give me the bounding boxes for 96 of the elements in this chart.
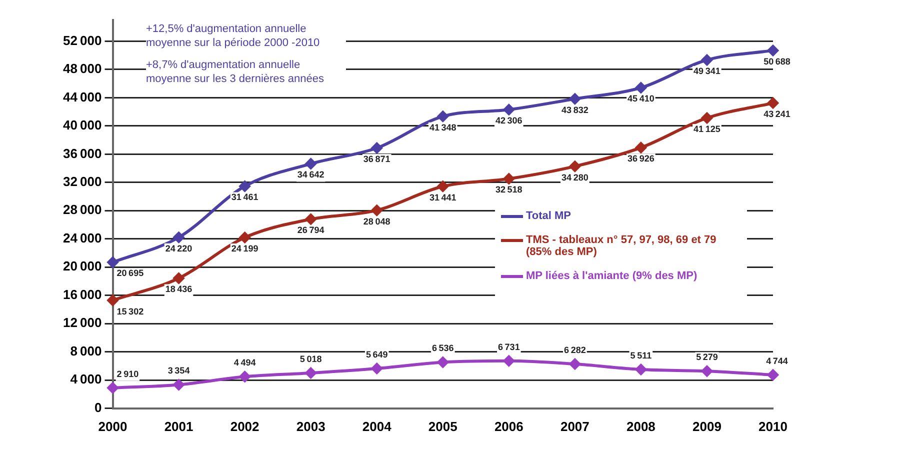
legend-label: Total MP xyxy=(526,210,572,222)
data-label: 31 441 xyxy=(429,192,456,202)
point xyxy=(239,371,250,382)
data-label: 32 518 xyxy=(495,184,522,195)
data-label: 5 511 xyxy=(630,350,652,360)
y-tick-label: 44 000 xyxy=(62,89,102,104)
x-tick-label: 2001 xyxy=(164,418,194,434)
y-tick-label: 32 000 xyxy=(62,174,102,189)
point xyxy=(173,232,184,243)
x-tick-label: 2004 xyxy=(362,418,392,434)
x-tick-label: 2002 xyxy=(230,418,260,434)
point xyxy=(503,355,514,366)
point xyxy=(239,180,250,192)
point xyxy=(437,110,448,122)
point xyxy=(503,104,514,116)
point xyxy=(635,82,646,94)
point xyxy=(569,93,580,104)
legend-label: MP liées à l'amiante (9% des MP) xyxy=(526,270,698,282)
x-tick-label: 2000 xyxy=(98,418,128,434)
point xyxy=(768,369,778,380)
y-tick-label: 20 000 xyxy=(62,258,102,274)
y-tick-label: 8 000 xyxy=(70,343,102,358)
point xyxy=(173,379,184,390)
point xyxy=(305,214,316,225)
data-label: 5 649 xyxy=(366,349,388,360)
data-label: 4 744 xyxy=(766,356,788,366)
point xyxy=(107,382,118,394)
data-label: 3 354 xyxy=(168,366,190,376)
y-tick-label: 40 000 xyxy=(62,118,102,133)
y-tick-label: 36 000 xyxy=(62,146,102,161)
data-label: 45 410 xyxy=(628,94,654,104)
y-tick-label: 28 000 xyxy=(62,202,102,218)
data-label: 18 436 xyxy=(165,284,192,294)
point xyxy=(107,256,118,268)
point xyxy=(701,366,712,377)
point xyxy=(173,272,184,284)
y-tick-label: 4 000 xyxy=(70,372,102,387)
x-tick-label: 2010 xyxy=(758,418,788,434)
point xyxy=(437,180,448,192)
data-label: 15 302 xyxy=(116,306,144,316)
legend-label: TMS - tableaux n° 57, 97, 98, 69 et 79 (85% des MP) xyxy=(526,234,718,258)
x-tick-label: 2009 xyxy=(692,418,722,434)
data-label: 43 832 xyxy=(562,104,588,115)
data-label: 5 018 xyxy=(300,354,322,364)
data-label: 26 794 xyxy=(297,225,324,236)
data-label: 20 695 xyxy=(116,268,144,278)
point xyxy=(768,44,778,56)
data-label: 50 688 xyxy=(764,56,790,66)
x-tick-label: 2003 xyxy=(296,418,326,434)
data-label: 42 306 xyxy=(495,116,522,126)
y-tick-label: 0 xyxy=(94,400,102,415)
data-label: 24 220 xyxy=(165,243,192,254)
y-tick-label: 24 000 xyxy=(62,230,102,246)
y-tick-label: 48 000 xyxy=(62,61,102,76)
data-label: 41 125 xyxy=(694,124,720,134)
point xyxy=(239,232,250,244)
point xyxy=(371,142,382,154)
point xyxy=(503,173,514,184)
y-tick-label: 12 000 xyxy=(62,315,102,330)
point xyxy=(569,160,580,172)
data-label: 28 048 xyxy=(363,216,390,226)
data-label: 36 871 xyxy=(363,154,390,164)
point xyxy=(635,142,646,154)
point xyxy=(701,112,712,124)
point xyxy=(305,158,316,170)
point xyxy=(305,367,316,378)
point xyxy=(371,204,382,216)
x-tick-label: 2007 xyxy=(560,418,590,434)
point xyxy=(371,363,382,374)
data-label: 49 341 xyxy=(694,66,720,76)
y-tick-label: 52 000 xyxy=(62,32,102,48)
data-label: 24 199 xyxy=(231,243,258,254)
annotation: +8,7% d'augmentation annuelle moyenne sur les 3 dernières années xyxy=(146,58,346,86)
data-label: 36 926 xyxy=(628,154,654,164)
annotation: +12,5% d'augmentation annuelle moyenne sur la période 2000 -2010 xyxy=(146,22,346,50)
x-tick-label: 2006 xyxy=(494,418,524,434)
data-label: 5 279 xyxy=(696,352,718,362)
data-label: 31 461 xyxy=(231,192,258,202)
point xyxy=(701,54,712,66)
data-label: 4 494 xyxy=(234,358,256,368)
y-tick-label: 16 000 xyxy=(62,286,102,302)
point xyxy=(569,358,580,370)
data-label: 2 910 xyxy=(116,368,139,379)
x-tick-label: 2005 xyxy=(428,418,458,434)
data-label: 6 282 xyxy=(564,345,586,356)
x-tick-label: 2008 xyxy=(626,418,656,434)
point xyxy=(107,294,118,306)
point xyxy=(437,356,448,368)
data-label: 6 536 xyxy=(432,343,454,354)
point xyxy=(768,98,778,109)
data-label: 6 731 xyxy=(498,342,520,352)
data-label: 43 241 xyxy=(764,109,790,120)
data-label: 41 348 xyxy=(429,122,456,132)
data-label: 34 642 xyxy=(297,170,324,180)
data-label: 34 280 xyxy=(562,172,588,182)
point xyxy=(635,364,646,375)
